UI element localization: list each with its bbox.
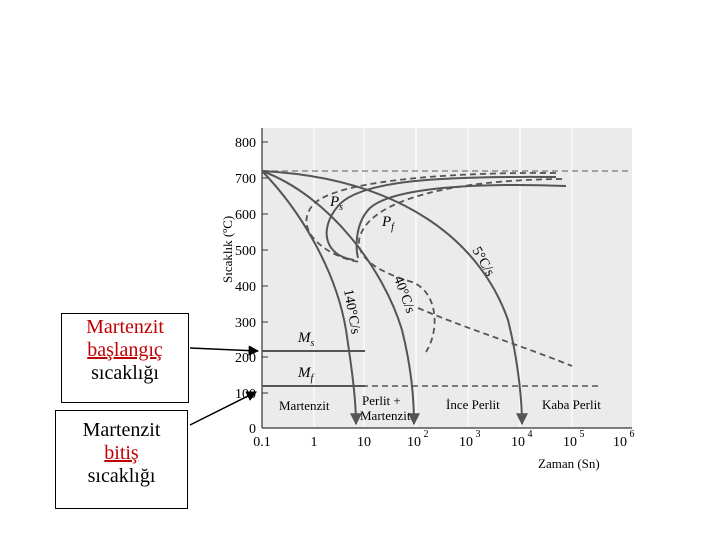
x-tick-10e3-exp: 3 — [476, 429, 481, 440]
region-labels: Martenzit Perlit + Martenzit İnce Perlit… — [279, 393, 601, 423]
mf-callout-arrow — [189, 391, 257, 426]
region-martenzit: Martenzit — [279, 398, 330, 413]
y-tick-600: 600 — [235, 208, 256, 223]
callout-mf-line1: Martenzit — [82, 419, 161, 441]
ms-label: Ms — [297, 330, 315, 349]
x-tick-10e6: 10 — [613, 435, 627, 450]
x-tick-10e4: 10 — [511, 435, 525, 450]
x-tick-10e6-exp: 6 — [630, 429, 635, 440]
lower-dashed-curve — [417, 307, 573, 367]
y-tick-labels: 800 700 600 500 400 300 200 100 0 — [235, 136, 256, 437]
ms-callout-arrow — [189, 345, 260, 356]
y-axis-label: Sıcaklık (ºC) — [220, 216, 235, 283]
cooling-curve-40 — [261, 170, 420, 426]
x-tick-10e3: 10 — [459, 435, 473, 450]
callout-mf-line2: bitiş — [104, 442, 139, 464]
region-perlit-plus: Perlit + — [362, 393, 401, 408]
x-tick-0.1: 0.1 — [253, 435, 271, 450]
mf-label: Mf — [297, 365, 315, 384]
y-tick-300: 300 — [235, 316, 256, 331]
region-perlit-plus-martenzit: Martenzit — [360, 408, 411, 423]
cooling-curve-5 — [261, 170, 528, 426]
y-tick-700: 700 — [235, 172, 256, 187]
martensite-start-callout: Martenzit başlangıç sıcaklığı — [61, 313, 189, 403]
y-tick-200: 200 — [235, 351, 256, 366]
martensite-finish-callout: Martenzit bitiş sıcaklığı — [55, 410, 188, 509]
pearlite-finish-curve — [355, 184, 567, 259]
x-tick-10e5-exp: 5 — [580, 429, 585, 440]
callout-mf-line3: sıcaklığı — [87, 465, 156, 487]
transformation-start-dashed — [305, 172, 557, 263]
curve-labels: Ps Pf Ms Mf — [297, 194, 395, 384]
y-tick-500: 500 — [235, 244, 256, 259]
pearlite-start-curve — [325, 175, 557, 261]
plot-area — [262, 128, 632, 428]
callout-ms-line1: Martenzit — [86, 316, 164, 338]
pf-label: Pf — [381, 214, 395, 233]
x-tick-10e2: 10 — [407, 435, 421, 450]
x-tick-10e5: 10 — [563, 435, 577, 450]
x-tick-labels: 0.1 1 10 10 2 10 3 10 4 10 5 10 6 — [253, 429, 634, 450]
cooling-curve-140 — [261, 170, 362, 426]
callout-ms-line2: başlangıç — [87, 339, 163, 361]
x-tick-10e4-exp: 4 — [528, 429, 533, 440]
x-tick-10: 10 — [357, 435, 371, 450]
region-ince-perlit: İnce Perlit — [446, 397, 500, 412]
y-tick-800: 800 — [235, 136, 256, 151]
y-tick-0: 0 — [249, 422, 256, 437]
x-axis-label: Zaman (Sn) — [538, 456, 600, 471]
y-tick-100: 100 — [235, 387, 256, 402]
x-tick-1: 1 — [311, 435, 318, 450]
x-tick-10e2-exp: 2 — [424, 429, 429, 440]
callout-ms-line3: sıcaklığı — [91, 362, 159, 384]
region-kaba-perlit: Kaba Perlit — [542, 397, 601, 412]
ps-label: Ps — [329, 194, 343, 213]
y-tick-400: 400 — [235, 280, 256, 295]
y-tick-marks — [262, 141, 268, 394]
